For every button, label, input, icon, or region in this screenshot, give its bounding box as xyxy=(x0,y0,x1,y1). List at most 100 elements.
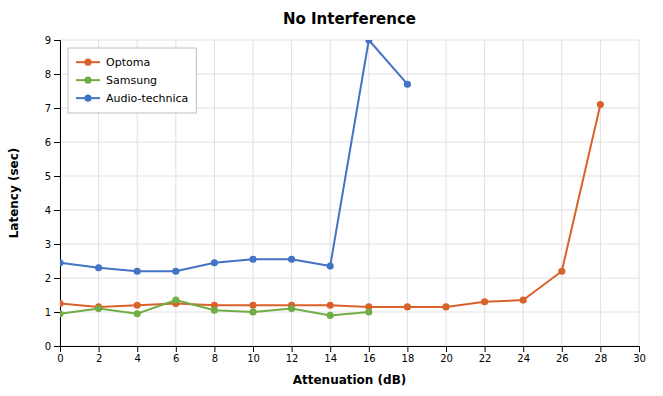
grid-line-y xyxy=(60,244,639,245)
y-axis-tick-mark xyxy=(54,40,60,41)
series xyxy=(60,101,604,310)
grid-line-x xyxy=(446,40,447,346)
grid xyxy=(60,40,639,346)
x-axis-tick: 26 xyxy=(556,346,569,364)
grid-line-y xyxy=(60,142,639,143)
series-line xyxy=(60,300,369,315)
grid-line-x xyxy=(600,40,601,346)
y-axis-tick: 0 xyxy=(45,341,60,352)
grid-line-x xyxy=(368,40,369,346)
x-axis-tick: 24 xyxy=(517,346,530,364)
point xyxy=(404,303,411,310)
y-axis-tick: 8 xyxy=(45,69,60,80)
x-axis-tick: 6 xyxy=(173,346,179,364)
x-axis-tick: 0 xyxy=(57,346,63,364)
series xyxy=(60,297,372,319)
x-axis-title: Attenuation (dB) xyxy=(293,373,407,387)
x-axis-tick-mark xyxy=(253,346,254,352)
y-axis-tick-label: 0 xyxy=(45,341,51,352)
point xyxy=(134,310,141,317)
legend-item: Audio-technica xyxy=(76,92,188,105)
x-axis-tick-mark xyxy=(523,346,524,352)
y-axis-tick: 9 xyxy=(45,35,60,46)
x-axis-tick: 20 xyxy=(440,346,453,364)
x-axis-tick-mark xyxy=(600,346,601,352)
y-axis-title: Latency (sec) xyxy=(7,148,21,239)
x-axis-tick-label: 16 xyxy=(363,353,376,364)
grid-line-y xyxy=(60,176,639,177)
x-axis-tick: 22 xyxy=(479,346,492,364)
legend-item: Samsung xyxy=(76,74,157,87)
y-axis-tick-label: 7 xyxy=(45,103,51,114)
grid-line-x xyxy=(291,40,292,346)
point xyxy=(211,307,218,314)
y-axis-tick-label: 5 xyxy=(45,171,51,182)
point xyxy=(404,81,411,88)
legend-item: Optoma xyxy=(76,56,150,69)
grid-line-y xyxy=(60,312,639,313)
legend: Optoma Samsung Audio-technica xyxy=(68,48,196,113)
y-axis-tick-mark xyxy=(54,176,60,177)
grid-line-y xyxy=(60,40,639,41)
grid-line-x xyxy=(330,40,331,346)
point xyxy=(249,256,256,263)
y-axis-tick: 1 xyxy=(45,307,60,318)
y-axis-line xyxy=(54,41,61,347)
x-axis-tick-mark xyxy=(330,346,331,352)
y-axis-tick: 5 xyxy=(45,171,60,182)
point xyxy=(327,312,334,319)
legend-label: Samsung xyxy=(106,74,157,87)
point xyxy=(172,268,179,275)
y-axis-tick-label: 1 xyxy=(45,307,51,318)
y-axis-tick-mark xyxy=(54,278,60,279)
y-axis-tick: 4 xyxy=(45,205,60,216)
x-axis-tick-label: 28 xyxy=(595,353,608,364)
point xyxy=(95,305,102,312)
y-axis-tick-mark xyxy=(54,244,60,245)
title: No Interference xyxy=(283,10,416,28)
y-axis-tick-label: 8 xyxy=(45,69,51,80)
x-axis-tick-mark xyxy=(446,346,447,352)
x-axis-tick-label: 24 xyxy=(517,353,530,364)
x-axis-tick-mark xyxy=(176,346,177,352)
point xyxy=(365,40,372,44)
x-axis: 024681012141618202224262830 xyxy=(57,346,646,364)
x-axis-tick-mark xyxy=(99,346,100,352)
y-axis-tick: 2 xyxy=(45,273,60,284)
x-axis-tick-label: 12 xyxy=(286,353,299,364)
legend-marker xyxy=(84,77,91,84)
series-line xyxy=(60,105,600,307)
point xyxy=(134,302,141,309)
x-axis-tick: 10 xyxy=(247,346,260,364)
x-axis-tick-label: 14 xyxy=(324,353,337,364)
x-axis-tick: 30 xyxy=(633,346,646,364)
point xyxy=(288,305,295,312)
x-axis-tick-mark xyxy=(639,346,640,352)
y-axis-tick: 6 xyxy=(45,137,60,148)
x-axis-tick-mark xyxy=(292,346,293,352)
x-axis-tick-label: 20 xyxy=(440,353,453,364)
x-axis-tick: 14 xyxy=(324,346,337,364)
y-axis-tick-label: 6 xyxy=(45,137,51,148)
x-axis-tick-label: 0 xyxy=(57,353,63,364)
point xyxy=(365,308,372,315)
y-axis-tick-label: 3 xyxy=(45,239,51,250)
point xyxy=(60,300,64,307)
x-axis-tick-label: 2 xyxy=(96,353,102,364)
y-axis-tick-label: 2 xyxy=(45,273,51,284)
y-axis-tick-mark xyxy=(54,142,60,143)
point xyxy=(327,302,334,309)
legend-marker xyxy=(84,95,91,102)
x-axis-tick: 28 xyxy=(595,346,608,364)
y-axis-tick-mark xyxy=(54,74,60,75)
x-axis-tick-label: 10 xyxy=(247,353,260,364)
legend-label: Audio-technica xyxy=(106,92,188,105)
plot: 0246810121416182022242628300123456789Opt… xyxy=(45,35,646,364)
point xyxy=(95,264,102,271)
x-axis-tick-label: 30 xyxy=(633,353,646,364)
grid-line-x xyxy=(214,40,215,346)
point xyxy=(134,268,141,275)
x-axis-tick: 12 xyxy=(286,346,299,364)
x-axis-tick-label: 6 xyxy=(173,353,179,364)
x-axis-tick-label: 22 xyxy=(479,353,492,364)
